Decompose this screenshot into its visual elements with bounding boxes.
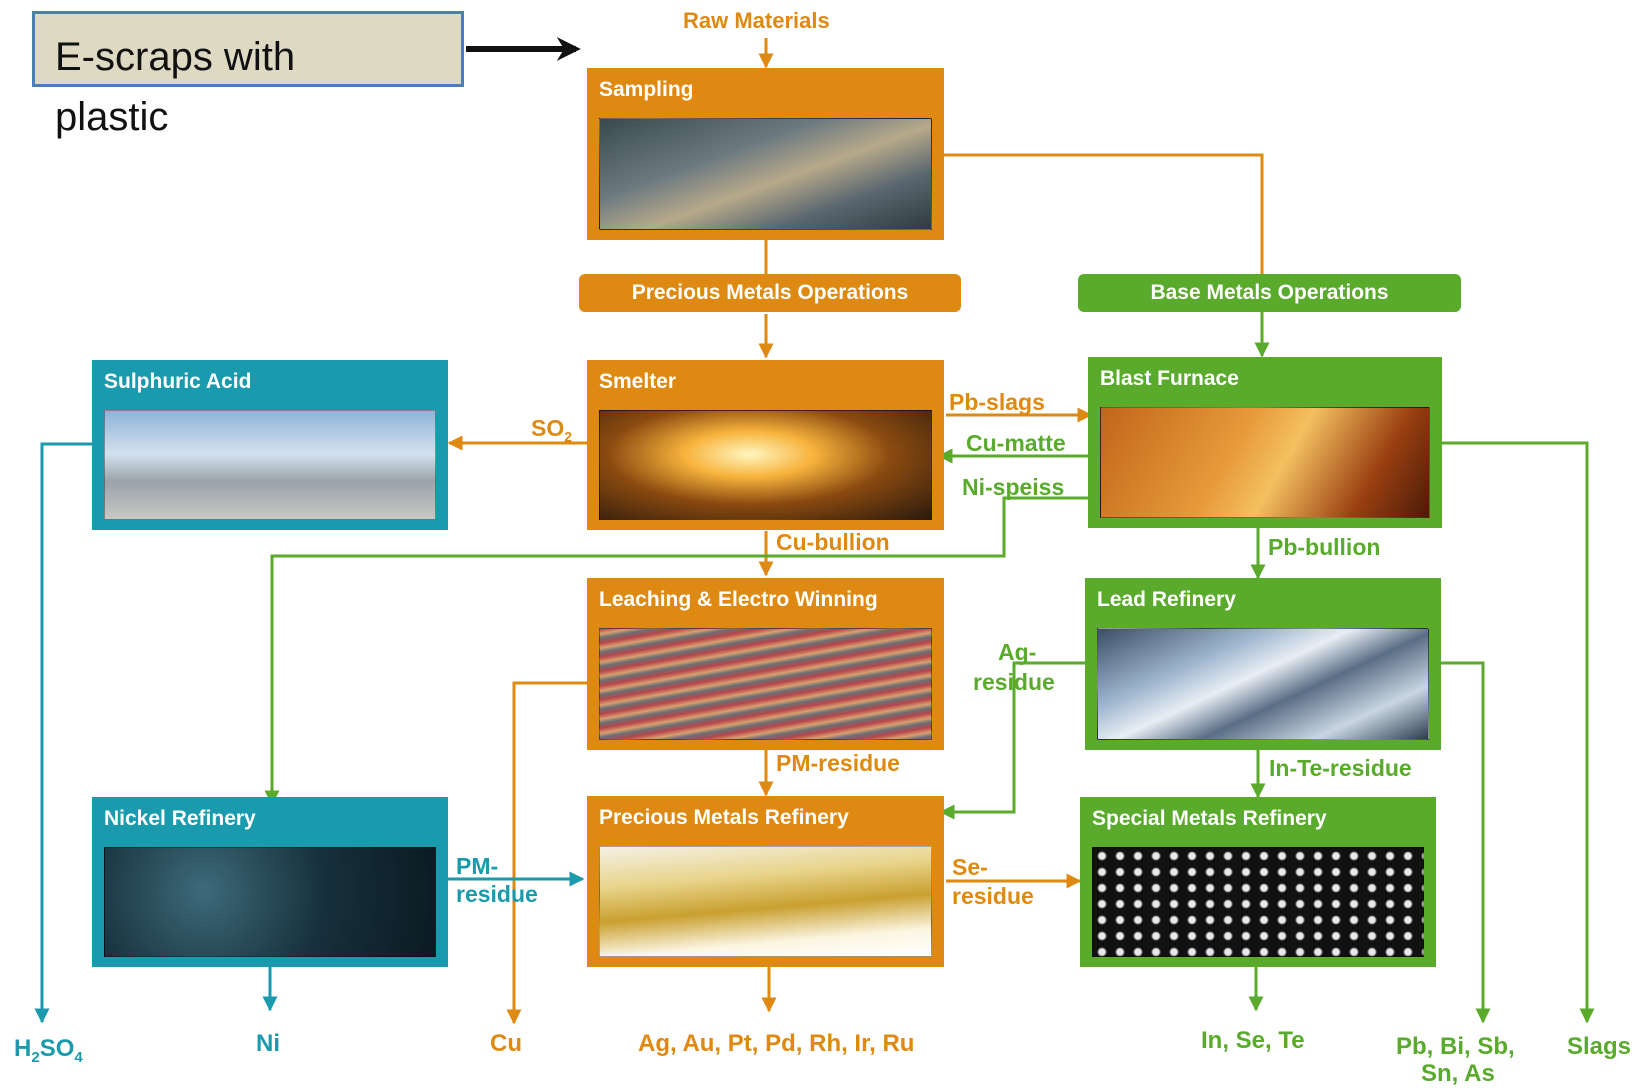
pm-residue-label: PM-residue bbox=[776, 750, 900, 776]
callout-text: E-scraps with plastic bbox=[55, 35, 296, 139]
se-residue-label-1: Se- bbox=[952, 854, 988, 880]
h2so4-sub-4: 4 bbox=[74, 1048, 83, 1066]
base-operations-bar: Base Metals Operations bbox=[1078, 274, 1461, 312]
nickel-refinery-box: Nickel Refinery bbox=[92, 797, 448, 967]
pm-residue-ni-label-1: PM- bbox=[456, 853, 499, 879]
in-te-residue-label: In-Te-residue bbox=[1269, 755, 1412, 781]
blast-furnace-box: Blast Furnace bbox=[1088, 357, 1442, 528]
flow-lead-to-pb bbox=[1441, 661, 1491, 1024]
flow-leaching-to-cu bbox=[506, 681, 587, 1025]
h2so4-output: H2SO4 bbox=[14, 1035, 83, 1066]
lead-refinery-title: Lead Refinery bbox=[1097, 588, 1236, 611]
special-metals-output: In, Se, Te bbox=[1201, 1027, 1305, 1054]
flow-acid-to-h2so4 bbox=[34, 442, 92, 1024]
sulphuric-acid-title: Sulphuric Acid bbox=[104, 370, 252, 393]
lead-output-line-1: Pb, Bi, Sb, bbox=[1396, 1033, 1515, 1060]
pb-slags-label: Pb-slags bbox=[949, 389, 1045, 415]
smelter-box: Smelter bbox=[587, 360, 944, 530]
ni-speiss-label: Ni-speiss bbox=[962, 474, 1065, 500]
flow-sampling-to-base bbox=[944, 153, 1264, 274]
leaching-photo bbox=[599, 628, 932, 740]
pm-residue-ni-label-2: residue bbox=[456, 881, 538, 907]
special-refinery-box: Special Metals Refinery bbox=[1080, 797, 1436, 967]
cu-bullion-label: Cu-bullion bbox=[776, 529, 890, 555]
so2-subscript: 2 bbox=[564, 428, 573, 445]
pb-bullion-label: Pb-bullion bbox=[1268, 534, 1381, 560]
flow-blast-to-slags bbox=[1442, 441, 1595, 1024]
cu-output: Cu bbox=[490, 1030, 522, 1057]
nickel-refinery-photo bbox=[104, 847, 436, 957]
leaching-box: Leaching & Electro Winning bbox=[587, 578, 944, 750]
h2so4-so: SO bbox=[39, 1035, 75, 1062]
h2so4-sub-2: 2 bbox=[31, 1048, 40, 1066]
precious-refinery-title: Precious Metals Refinery bbox=[599, 806, 849, 829]
raw-materials-label: Raw Materials bbox=[683, 8, 830, 33]
sampling-photo bbox=[599, 118, 932, 230]
nickel-refinery-title: Nickel Refinery bbox=[104, 807, 256, 830]
sulphuric-acid-box: Sulphuric Acid bbox=[92, 360, 448, 530]
precious-refinery-box: Precious Metals Refinery bbox=[587, 796, 944, 967]
sulphuric-acid-photo bbox=[104, 410, 436, 520]
h2so4-h: H bbox=[14, 1035, 32, 1062]
lead-refinery-photo bbox=[1097, 628, 1429, 740]
precious-refinery-photo bbox=[599, 846, 932, 957]
ni-output: Ni bbox=[256, 1030, 280, 1057]
lead-output-line-2: Sn, As bbox=[1421, 1060, 1495, 1087]
special-refinery-title: Special Metals Refinery bbox=[1092, 807, 1327, 830]
ag-residue-label-1: Ag- bbox=[998, 639, 1037, 665]
so2-label: SO2 bbox=[531, 414, 572, 451]
flow-ag-residue bbox=[939, 661, 1085, 820]
precious-operations-bar: Precious Metals Operations bbox=[579, 274, 961, 312]
ag-residue-label-2: residue bbox=[973, 669, 1055, 695]
flow-ni-speiss bbox=[264, 496, 1088, 806]
smelter-photo bbox=[599, 410, 932, 520]
special-refinery-photo bbox=[1092, 847, 1424, 957]
smelter-title: Smelter bbox=[599, 370, 677, 393]
leaching-title: Leaching & Electro Winning bbox=[599, 588, 878, 611]
cu-matte-label: Cu-matte bbox=[966, 430, 1066, 456]
se-residue-label-2: residue bbox=[952, 883, 1034, 909]
precious-metals-output: Ag, Au, Pt, Pd, Rh, Ir, Ru bbox=[638, 1030, 915, 1057]
callout-box bbox=[32, 11, 464, 87]
blast-furnace-photo bbox=[1100, 407, 1430, 518]
slags-output: Slags bbox=[1567, 1033, 1632, 1060]
lead-refinery-box: Lead Refinery bbox=[1085, 578, 1441, 750]
sampling-box: Sampling bbox=[587, 68, 944, 240]
sampling-title: Sampling bbox=[599, 78, 694, 101]
so2-text: SO bbox=[531, 415, 565, 441]
blast-furnace-title: Blast Furnace bbox=[1100, 367, 1239, 390]
